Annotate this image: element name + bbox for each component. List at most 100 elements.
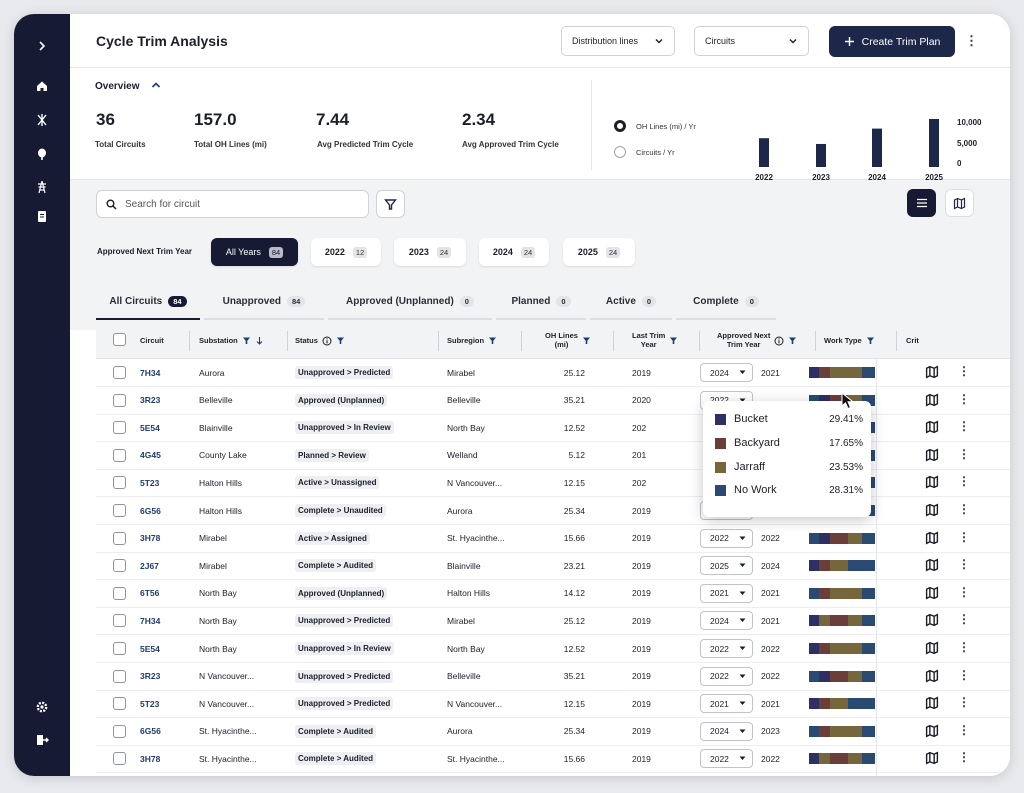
map-icon[interactable] [925,503,939,517]
row-checkbox[interactable] [113,393,126,407]
table-row[interactable]: 5T23 N Vancouver... Unapproved > Predicted… [96,690,1010,719]
filter-icon[interactable] [242,336,251,345]
work-type-bar[interactable] [809,394,875,406]
row-checkbox[interactable] [113,697,126,711]
radio-circuits[interactable] [614,146,626,158]
chart-bar[interactable] [872,128,882,167]
circuit-link[interactable]: 6G56 [140,505,161,516]
circuit-link[interactable]: 2J67 [140,560,159,571]
line-type-dropdown[interactable]: Distribution lines [561,26,675,56]
row-checkbox[interactable] [113,421,126,435]
approved-year-select[interactable]: 2022 [700,639,753,658]
sort-arrow-icon[interactable] [255,336,264,345]
table-row[interactable]: 5E54 Blainville Unapproved > In Review Nort… [96,414,1010,443]
chart-bar[interactable] [759,138,769,167]
filter-icon[interactable] [488,336,497,345]
work-type-bar[interactable] [809,367,875,378]
tower-icon[interactable] [32,177,52,197]
tab-planned[interactable]: Planned 0 [496,284,586,320]
tree-icon[interactable] [32,144,52,164]
row-more-options-icon[interactable]: ⋮ [958,695,970,710]
filter-icon[interactable] [866,336,875,345]
circuit-link[interactable]: 3H78 [140,753,161,764]
map-icon[interactable] [925,613,939,627]
circuit-link[interactable]: 5T23 [140,698,160,709]
row-more-options-icon[interactable]: ⋮ [958,419,970,434]
table-row[interactable]: 2J67 Mirabel Complete > Audited Blainville 2… [96,552,1010,581]
tab-unapproved[interactable]: Unapproved 84 [204,284,324,320]
clipboard-icon[interactable] [32,206,52,226]
row-checkbox[interactable] [113,504,126,517]
table-row[interactable]: 7H34 North Bay Unapproved > Predicted Mirab… [96,607,1010,636]
approved-year-select[interactable]: 2022 [700,666,753,686]
table-row[interactable]: 5E54 North Bay Unapproved > In Review North… [96,635,1010,663]
row-more-options-icon[interactable]: ⋮ [958,750,970,765]
more-options-icon[interactable]: ⋮ [965,33,978,48]
circuit-link[interactable]: 6G56 [140,726,161,737]
circuit-link[interactable]: 6T56 [140,588,160,599]
approved-year-select[interactable]: 2025 [700,556,753,576]
table-row[interactable]: 6G56 St. Hyacinthe... Complete > Audited Au… [96,718,1010,746]
year-chip-2025[interactable]: 2025 24 [563,238,635,266]
table-row[interactable]: 3H78 Mirabel Active > Assigned St. Hyacinth… [96,525,1010,553]
tab-active[interactable]: Active 0 [590,284,672,320]
row-checkbox[interactable] [113,559,126,573]
map-icon[interactable] [925,531,939,545]
map-icon[interactable] [925,696,939,710]
row-more-options-icon[interactable]: ⋮ [958,722,970,737]
table-row[interactable]: 6T56 North Bay Approved (Unplanned) Halton … [96,580,1010,608]
year-chip-all[interactable]: All Years 84 [211,238,298,266]
map-icon[interactable] [925,586,939,600]
approved-year-select[interactable]: 2024 [700,721,753,741]
tab-complete[interactable]: Complete 0 [676,284,776,320]
row-checkbox[interactable] [113,531,126,545]
work-type-bar[interactable] [809,587,875,599]
logout-icon[interactable] [32,730,52,750]
row-checkbox[interactable] [113,366,126,379]
select-all-checkbox[interactable] [113,333,126,346]
map-icon[interactable] [925,724,939,738]
table-row[interactable]: 3R23 N Vancouver... Unapproved > Predicted… [96,663,1010,691]
search-input[interactable]: Search for circuit [96,190,369,218]
table-row[interactable]: 5T23 Halton Hills Active > Unassigned N Van… [96,469,1010,498]
row-more-options-icon[interactable]: ⋮ [958,529,970,544]
radio-oh-lines[interactable] [614,120,626,132]
entity-dropdown[interactable]: Circuits [694,26,809,56]
row-checkbox[interactable] [113,752,126,766]
year-chip-2022[interactable]: 2022 12 [311,238,381,266]
circuit-link[interactable]: 3H78 [140,533,161,544]
table-row[interactable]: 7H34 Aurora Unapproved > Predicted Mirabel 2… [96,359,1010,387]
chart-bar[interactable] [816,143,826,167]
overview-title[interactable]: Overview [95,81,161,92]
row-checkbox[interactable] [113,476,126,490]
map-icon[interactable] [925,641,939,655]
row-checkbox[interactable] [113,642,126,655]
filter-icon[interactable] [582,336,591,345]
filter-icon[interactable] [788,336,797,345]
row-more-options-icon[interactable]: ⋮ [958,557,970,572]
work-type-bar[interactable] [809,532,875,544]
tab-all-circuits[interactable]: All Circuits 84 [96,284,200,320]
settings-gear-icon[interactable] [32,697,52,717]
map-icon[interactable] [925,475,939,489]
row-more-options-icon[interactable]: ⋮ [958,446,970,461]
map-icon[interactable] [925,558,939,572]
row-checkbox[interactable] [113,614,126,628]
expand-chevron-icon[interactable] [32,36,52,56]
list-view-button[interactable] [907,189,936,217]
row-more-options-icon[interactable]: ⋮ [958,612,970,627]
table-row[interactable]: 3R23 Belleville Approved (Unplanned) Bellev… [96,387,1010,415]
row-checkbox[interactable] [113,586,126,600]
row-more-options-icon[interactable]: ⋮ [958,667,970,682]
work-type-bar[interactable] [809,753,875,765]
tab-approved-unplanned[interactable]: Approved (Unplanned) 0 [328,284,492,320]
circuit-link[interactable]: 5E54 [140,643,160,654]
circuit-link[interactable]: 5E54 [140,422,160,433]
info-icon[interactable] [774,336,784,346]
circuit-link[interactable]: 7H34 [140,367,161,378]
filter-icon[interactable] [336,336,345,345]
row-more-options-icon[interactable]: ⋮ [958,364,970,378]
create-trim-plan-button[interactable]: Create Trim Plan [829,26,955,57]
approved-year-select[interactable]: 2022 [700,528,753,548]
map-view-button[interactable] [945,189,974,217]
